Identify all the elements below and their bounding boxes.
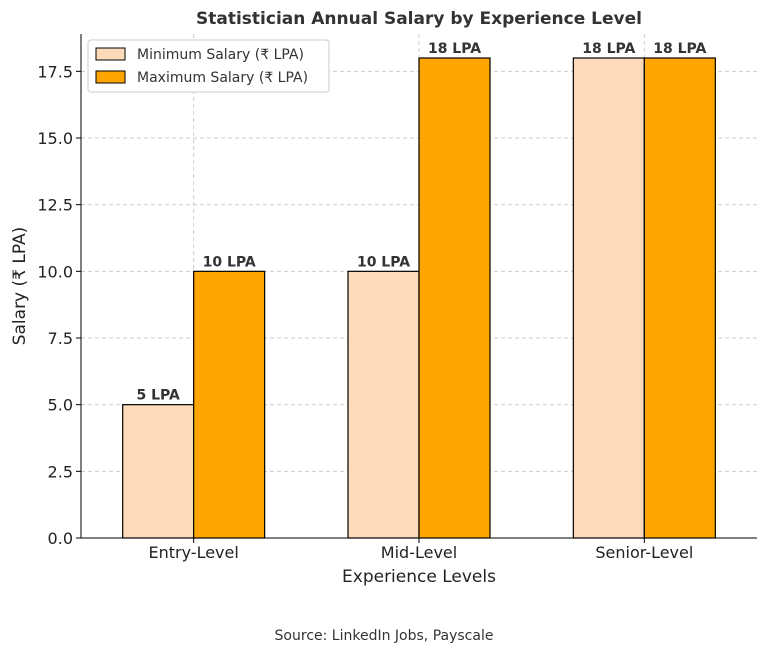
data-label: 18 LPA	[653, 41, 706, 57]
y-tick-label: 0.0	[48, 529, 73, 548]
legend-box	[87, 39, 330, 93]
legend-swatch-minimum	[95, 47, 126, 61]
data-label: 10 LPA	[203, 254, 256, 270]
y-tick-label: 17.5	[37, 62, 73, 81]
legend-swatch-maximum	[95, 70, 126, 84]
bars	[122, 57, 716, 539]
data-labels: 5 LPA 10 LPA 10 LPA 18 LPA 18 LPA 18 LPA	[136, 41, 706, 404]
data-label: 5 LPA	[136, 388, 180, 404]
bar-maximum-mid-level	[418, 57, 491, 539]
legend: Minimum Salary (₹ LPA) Maximum Salary (₹…	[87, 39, 330, 93]
source-note: Source: LinkedIn Jobs, Payscale	[274, 628, 494, 644]
data-label: 18 LPA	[428, 41, 481, 57]
data-label: 18 LPA	[582, 41, 635, 57]
bar-minimum-entry-level	[122, 404, 195, 539]
y-tick-label: 7.5	[48, 329, 73, 348]
y-tick-label: 12.5	[37, 196, 73, 215]
legend-label-minimum: Minimum Salary (₹ LPA)	[137, 47, 304, 63]
x-axis-label: Experience Levels	[342, 567, 496, 587]
y-tick-label: 15.0	[37, 129, 73, 148]
salary-bar-chart: 0.0 2.5 5.0 7.5 10.0 12.5 15.0 17.5 Entry-Level M…	[10, 9, 757, 587]
x-tick-label: Senior-Level	[595, 543, 693, 562]
y-tick-label: 5.0	[48, 396, 73, 415]
y-axis-label: Salary (₹ LPA)	[10, 227, 30, 346]
x-tick-label: Mid-Level	[381, 543, 457, 562]
tick-labels: 0.0 2.5 5.0 7.5 10.0 12.5 15.0 17.5 Entry-Level M…	[37, 62, 693, 562]
bar-maximum-senior-level	[643, 57, 716, 539]
y-tick-label: 10.0	[37, 262, 73, 281]
bar-minimum-senior-level	[572, 57, 645, 539]
x-tick-label: Entry-Level	[149, 543, 239, 562]
bar-maximum-entry-level	[193, 270, 266, 539]
bar-minimum-mid-level	[347, 270, 420, 539]
chart-title: Statistician Annual Salary by Experience…	[196, 9, 642, 29]
data-label: 10 LPA	[357, 254, 410, 270]
y-tick-label: 2.5	[48, 462, 73, 481]
legend-label-maximum: Maximum Salary (₹ LPA)	[137, 70, 308, 86]
